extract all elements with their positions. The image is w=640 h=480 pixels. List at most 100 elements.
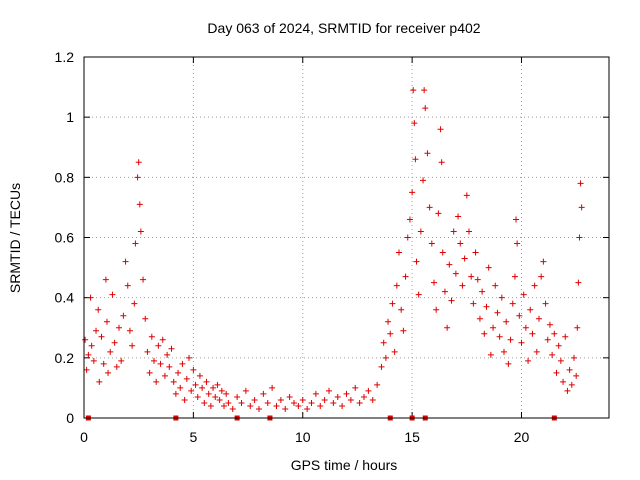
data-point <box>450 228 457 235</box>
data-point <box>98 333 105 340</box>
data-point <box>410 87 417 94</box>
data-point <box>88 342 95 349</box>
data-point <box>466 228 472 235</box>
data-point <box>343 390 350 397</box>
data-point <box>571 354 577 361</box>
data-point <box>485 264 492 271</box>
data-point <box>422 105 429 112</box>
x-tick-label: 15 <box>404 429 420 445</box>
data-point <box>116 324 122 331</box>
data-point <box>203 378 210 385</box>
data-point <box>446 261 453 268</box>
data-point <box>573 372 580 379</box>
data-point <box>190 366 197 373</box>
data-point <box>470 300 477 307</box>
data-point <box>134 174 141 181</box>
data-point <box>334 393 341 400</box>
data-point <box>412 156 419 163</box>
data-point <box>132 240 139 247</box>
data-point <box>578 204 585 211</box>
data-point <box>481 330 488 337</box>
data-point <box>199 384 206 391</box>
data-point <box>126 327 133 334</box>
data-point <box>413 258 420 265</box>
data-point <box>90 357 97 364</box>
data-point <box>247 402 254 409</box>
data-point <box>562 333 569 340</box>
data-point <box>546 321 553 328</box>
data-point <box>538 273 545 280</box>
data-point <box>207 402 214 409</box>
data-point <box>509 300 516 307</box>
data-point <box>111 339 118 346</box>
data-point <box>391 348 398 355</box>
data-point <box>431 279 437 286</box>
data-point <box>393 282 400 289</box>
data-point <box>487 351 494 358</box>
data-point <box>264 399 271 406</box>
data-point <box>531 282 538 289</box>
data-point <box>122 258 129 265</box>
data-point <box>400 327 407 334</box>
data-point <box>476 315 483 322</box>
data-point <box>448 297 455 304</box>
data-point <box>312 390 319 397</box>
data-point <box>540 258 547 265</box>
data-points <box>82 87 585 421</box>
data-point <box>533 348 540 355</box>
data-point <box>452 270 459 277</box>
data-point <box>437 126 444 133</box>
data-point <box>214 381 221 388</box>
data-point <box>166 363 173 370</box>
data-point <box>428 240 435 247</box>
data-point <box>555 342 562 349</box>
data-point <box>396 249 402 256</box>
data-point <box>136 201 143 208</box>
x-tick-label: 10 <box>295 429 311 445</box>
data-point <box>93 327 100 334</box>
data-point <box>153 378 160 385</box>
data-point <box>568 381 575 388</box>
data-point <box>461 255 468 262</box>
data-point <box>137 228 144 235</box>
data-point <box>131 300 138 307</box>
data-point <box>352 384 359 391</box>
data-point <box>146 369 153 376</box>
data-point <box>479 288 486 295</box>
data-point <box>463 192 470 199</box>
chart-title: Day 063 of 2024, SRMTID for receiver p40… <box>207 20 480 36</box>
data-point <box>177 384 184 391</box>
data-point <box>225 399 232 406</box>
data-point <box>525 357 532 364</box>
data-point <box>238 399 245 406</box>
data-point <box>326 387 332 394</box>
data-point <box>201 399 208 406</box>
grid <box>84 57 609 418</box>
data-point <box>87 294 94 301</box>
data-point <box>140 276 147 283</box>
data-point <box>179 360 186 367</box>
data-point <box>183 375 190 382</box>
data-point <box>409 189 416 196</box>
data-point <box>96 378 103 385</box>
data-point <box>159 336 166 343</box>
data-point <box>356 399 363 406</box>
data-point <box>113 363 120 370</box>
y-axis-label: SRMTID / TECUs <box>7 183 23 293</box>
y-tick-label: 0.6 <box>55 230 75 246</box>
data-point <box>472 249 479 256</box>
data-point <box>492 282 499 289</box>
data-point <box>142 315 149 322</box>
data-point <box>522 324 529 331</box>
data-point <box>273 402 280 409</box>
data-point <box>551 330 558 337</box>
data-point <box>505 360 512 367</box>
data-point <box>577 180 584 187</box>
x-tick-label: 20 <box>514 429 530 445</box>
data-point <box>483 303 490 310</box>
data-point <box>406 216 413 223</box>
data-point <box>299 396 306 403</box>
data-point <box>553 369 560 376</box>
data-point <box>438 159 445 166</box>
